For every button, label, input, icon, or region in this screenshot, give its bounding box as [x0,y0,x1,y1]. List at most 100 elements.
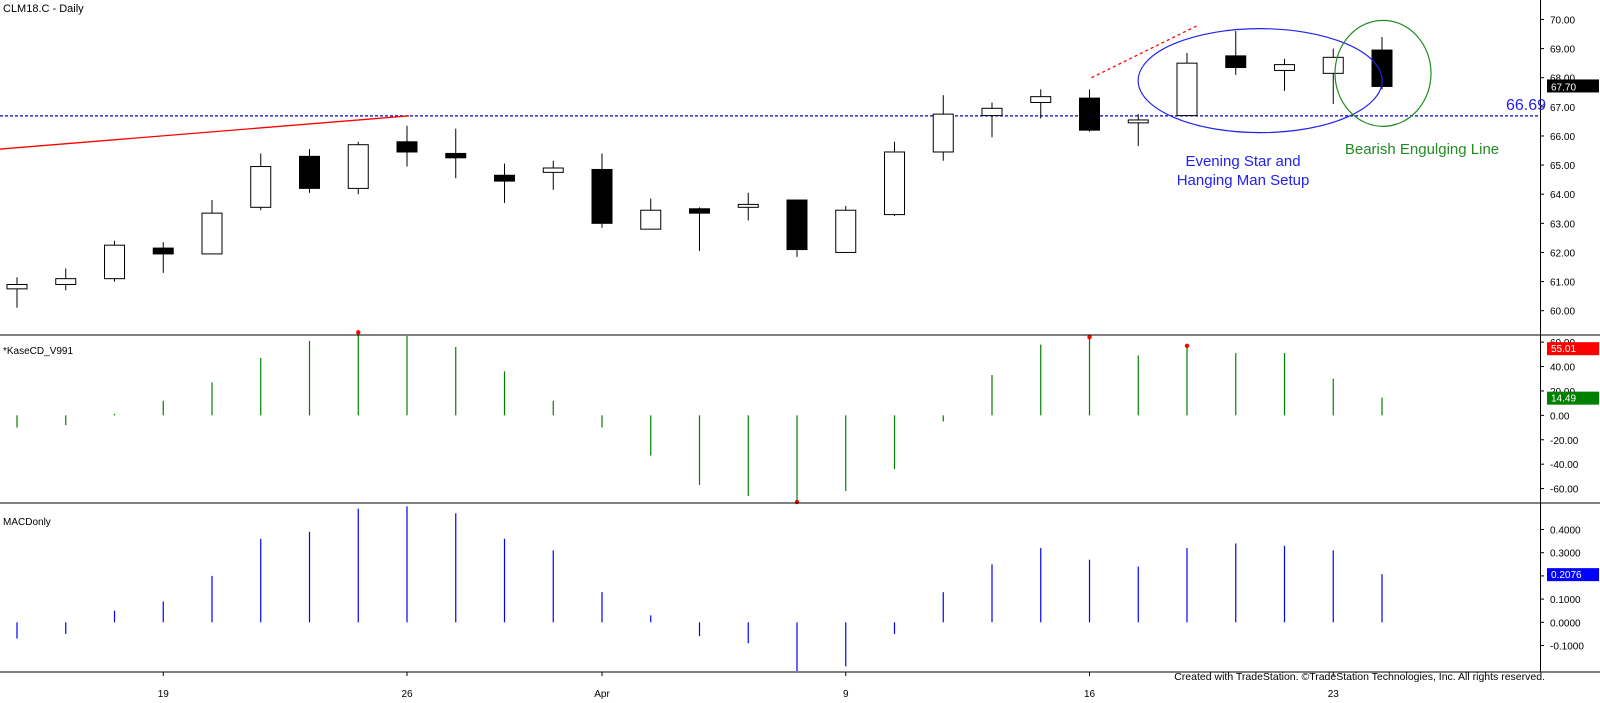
candle-body-up [201,212,223,255]
kase-y-tick-label: -20.00 [1550,436,1579,447]
evening-star-label-line1: Evening Star and [1185,153,1300,170]
x-tick-label: 23 [1328,689,1340,700]
candle-body-up [55,278,77,285]
candle [1079,89,1100,132]
bearish-engulfing-label: Bearish Engulging Line [1345,141,1499,158]
candle [689,207,710,251]
candle-body-up [1322,56,1344,74]
macd-badge-bg [1547,568,1599,582]
candle [737,192,759,221]
candle [1322,48,1344,104]
candle [1030,89,1052,119]
candle-body-up [6,283,28,290]
kase-peak-dot [356,330,361,335]
candle-body-up [250,166,272,208]
candle-body-up [1176,62,1198,117]
macd-y-tick-label: 0.1000 [1550,595,1581,606]
macd-y-tick-label: 0.4000 [1550,526,1581,537]
candle-body-down [152,247,174,255]
candle [494,163,515,203]
price-y-tick-label: 70.00 [1550,15,1575,26]
bearish-engulfing-circle [1334,19,1432,127]
candle [981,102,1003,138]
kase-peak-dot [794,499,800,505]
kase-high-badge-bg [1547,342,1599,356]
candle [445,128,467,179]
candle [347,141,369,195]
candle [884,141,905,217]
price-y-tick-label: 60.00 [1550,307,1575,318]
evening-star-ellipse [1137,28,1383,134]
candle [152,242,174,273]
kase-peak-dot [1184,343,1190,348]
candle-body-up [981,107,1003,117]
copyright-text: Created with TradeStation. ©TradeStation… [1174,671,1545,683]
price-y-tick-label: 67.00 [1550,103,1575,114]
macd-indicator-title: MACDonly [3,517,51,528]
last-price-badge: 67.70 [1547,79,1599,93]
candle-body-up [1127,119,1149,124]
candle-body-up [737,203,759,208]
price-y-tick-label: 68.00 [1550,74,1575,85]
price-y-tick-label: 64.00 [1550,190,1575,201]
price-y-tick-label: 61.00 [1550,278,1575,289]
kase-low-badge-text: 14.49 [1551,394,1576,405]
candle-body-up [542,167,564,173]
candle [542,160,564,190]
kase-y-tick-label: -60.00 [1550,485,1579,496]
x-tick-label: 19 [158,689,170,700]
last-price-badge-text: 67.70 [1551,82,1576,93]
candle [250,153,272,211]
candle-body-down [1371,49,1393,87]
candle [104,240,125,282]
candle-body-up [932,113,954,153]
candle [786,199,808,257]
x-tick-label: 26 [401,689,413,700]
price-y-tick-label: 69.00 [1550,45,1575,56]
dashed-trend-line [1091,25,1198,79]
kase-y-tick-label: 40.00 [1550,363,1575,374]
candle [591,153,613,228]
price-y-tick-label: 62.00 [1550,248,1575,259]
candle [1127,114,1149,147]
candle-body-down [494,174,515,182]
kase-y-tick-label: -40.00 [1550,460,1579,471]
candle [6,277,28,308]
candle-body-up [640,209,662,230]
candle [835,205,857,253]
evening-star-label-line2: Hanging Man Setup [1177,172,1310,189]
candle [932,95,954,161]
candle-body-down [1079,97,1100,131]
candle-body-down [445,152,467,159]
candle [396,125,418,167]
kase-peak-dot [1087,335,1092,340]
candle-body-up [835,209,857,253]
price-y-tick-label: 63.00 [1550,219,1575,230]
candle [640,198,662,230]
candle [299,149,320,193]
kase-y-tick-label: 0.00 [1550,411,1570,422]
candle-body-down [396,141,418,153]
price-y-tick-label: 66.00 [1550,132,1575,143]
candle-body-down [1225,55,1247,69]
macd-badge-text: 0.2076 [1551,570,1582,581]
candle [1176,52,1198,117]
candle-body-up [884,151,905,216]
candle [1274,58,1295,91]
candle [55,268,77,291]
candle-body-up [104,244,125,280]
price-panel[interactable]: 60.00 61.00 62.00 63.00 64.00 65.00 66.00 67.00… [0,15,1575,318]
macd-y-tick-label: 0.3000 [1550,549,1581,560]
candle-body-down [786,199,808,251]
kase-indicator-title: *KaseCD_V991 [3,346,73,357]
kase-low-badge-bg [1547,391,1599,405]
trend-line [0,115,410,150]
symbol-title: CLM18.C - Daily [3,3,84,15]
candle [1225,31,1247,75]
x-tick-label: 16 [1084,689,1096,700]
kase-low-badge: 14.49 [1547,391,1599,405]
x-tick-label: 9 [843,689,849,700]
